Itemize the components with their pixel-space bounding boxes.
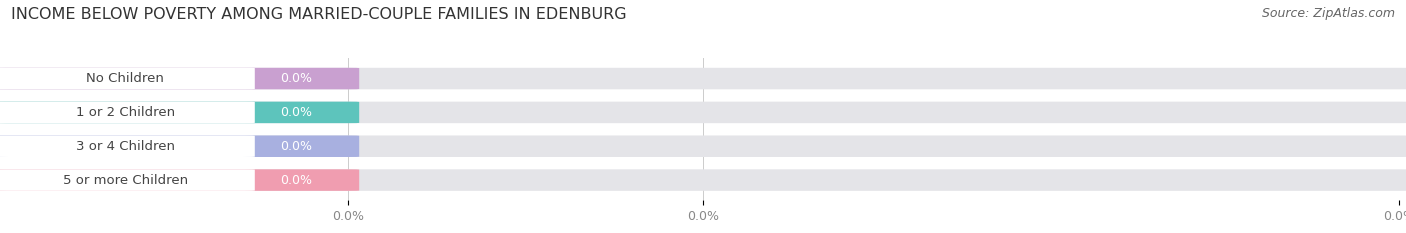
FancyBboxPatch shape [0,68,1406,89]
Text: 0.0%: 0.0% [280,174,312,187]
Text: 0.0%: 0.0% [280,106,312,119]
Text: INCOME BELOW POVERTY AMONG MARRIED-COUPLE FAMILIES IN EDENBURG: INCOME BELOW POVERTY AMONG MARRIED-COUPL… [11,7,627,22]
FancyBboxPatch shape [0,68,254,89]
Text: 0.0%: 0.0% [280,72,312,85]
Text: 0.0%: 0.0% [280,140,312,153]
FancyBboxPatch shape [0,102,254,123]
FancyBboxPatch shape [0,169,254,191]
FancyBboxPatch shape [0,135,1406,157]
FancyBboxPatch shape [0,169,1406,191]
FancyBboxPatch shape [0,135,254,157]
Text: 1 or 2 Children: 1 or 2 Children [76,106,174,119]
FancyBboxPatch shape [0,169,359,191]
FancyBboxPatch shape [0,135,359,157]
Text: 3 or 4 Children: 3 or 4 Children [76,140,174,153]
Text: No Children: No Children [86,72,165,85]
Text: 5 or more Children: 5 or more Children [63,174,188,187]
FancyBboxPatch shape [0,68,359,89]
Text: Source: ZipAtlas.com: Source: ZipAtlas.com [1261,7,1395,20]
FancyBboxPatch shape [0,102,359,123]
FancyBboxPatch shape [0,102,1406,123]
